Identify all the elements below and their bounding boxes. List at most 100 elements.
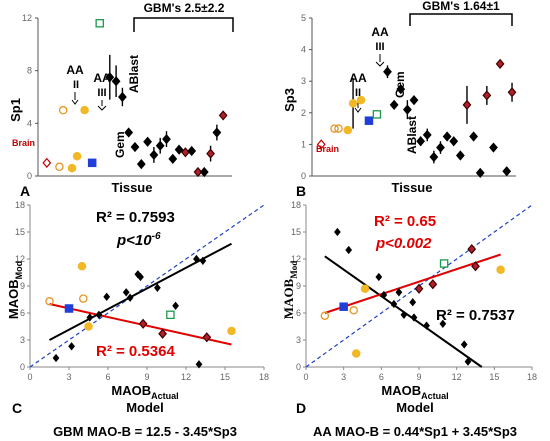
panel-c-x-label-2: Model — [126, 400, 164, 415]
panel-b-aa3-label: AA — [371, 25, 389, 39]
a-point — [58, 105, 68, 115]
panel-b-gbm-bracket — [409, 13, 513, 26]
a-point — [218, 110, 228, 121]
c-x-tick-label: 0 — [27, 372, 32, 382]
b-point — [383, 66, 392, 77]
d-point — [439, 319, 447, 328]
d-point — [471, 261, 480, 272]
d-point — [360, 284, 370, 293]
c-point — [166, 310, 175, 320]
b-point — [372, 110, 382, 119]
c-y-tick-label: 12 — [15, 254, 25, 264]
d-point — [380, 290, 388, 300]
panel-c-points — [45, 254, 236, 369]
c-y-tick-label: 0 — [20, 362, 25, 372]
b-point — [455, 150, 465, 161]
panel-d-y-label: MAOBMod — [281, 261, 299, 319]
d-point — [496, 265, 505, 275]
b-point — [469, 131, 479, 142]
panel-b-aa3-roman: III — [375, 41, 384, 53]
panel-d-x-label-2: Model — [396, 400, 434, 415]
d-fit-line-red — [324, 253, 501, 314]
c-x-tick-label: 18 — [259, 372, 269, 382]
panel-c-ticks: 0 3 6 9 12 15 18 0 3 6 9 12 15 18 — [15, 200, 269, 382]
panel-b-letter: B — [296, 183, 306, 199]
panel-a-letter: A — [20, 183, 30, 199]
a-point — [149, 149, 159, 161]
b-point — [348, 99, 358, 108]
panel-c-letter: C — [12, 400, 22, 416]
b-point — [396, 83, 406, 95]
c-point — [158, 328, 167, 339]
c-x-tick-label: 9 — [144, 372, 149, 382]
d-y-tick-label: 0 — [296, 362, 301, 372]
d-point — [390, 299, 398, 309]
c-point — [95, 310, 103, 319]
c-point — [172, 301, 179, 310]
b-y-tick-label: 5 — [301, 13, 306, 23]
d-point — [395, 288, 403, 297]
a-point — [193, 166, 203, 178]
a-point — [72, 151, 82, 161]
a-y-tick-label: 8 — [27, 66, 32, 76]
a-point — [187, 145, 197, 157]
panel-a-gbm-bracket — [133, 17, 234, 32]
d-point — [467, 243, 477, 255]
d-y-tick-label: 6 — [296, 308, 301, 318]
d-y-tick-label: 12 — [291, 254, 301, 264]
b-point — [330, 124, 339, 133]
b-point — [475, 167, 485, 178]
c-point — [202, 332, 212, 343]
b-y-tick-label: 0 — [301, 171, 306, 181]
d-y-tick-label: 9 — [296, 281, 301, 291]
panel-d-letter: D — [296, 400, 306, 416]
panel-d-x-label: MAOBActual — [381, 383, 448, 401]
b-point — [429, 151, 439, 163]
c-point — [86, 313, 94, 322]
panel-c-y-label: MAOBMod — [6, 261, 24, 319]
a-point — [105, 72, 115, 83]
panel-a-aa3-brace — [97, 100, 107, 111]
d-point — [428, 279, 438, 290]
b-point — [436, 142, 445, 153]
a-y-tick-label: 12 — [22, 13, 32, 23]
d-point — [351, 349, 361, 358]
b-point — [495, 58, 505, 69]
a-point — [212, 127, 222, 138]
panel-d-points — [320, 227, 505, 366]
b-y-tick-label: 3 — [301, 76, 306, 86]
c-point — [195, 360, 203, 369]
c-y-tick-label: 18 — [15, 200, 25, 210]
panel-a-y-label: Sp1 — [8, 98, 23, 122]
d-x-tick-label: 3 — [341, 372, 346, 382]
panel-b-brain-label: Brain — [316, 144, 339, 154]
a-point — [55, 162, 64, 172]
panel-b-x-label: Tissue — [392, 180, 433, 195]
b-point — [422, 129, 432, 141]
c-x-tick-label: 3 — [66, 372, 71, 382]
panel-c-p-black: p<10-6 — [116, 231, 161, 249]
panel-b-y-label: Sp3 — [282, 88, 297, 112]
b-point — [334, 124, 343, 133]
c-point — [227, 326, 236, 336]
d-x-tick-label: 12 — [452, 372, 462, 382]
d-point — [414, 283, 424, 294]
panel-a-aa3-roman: III — [97, 87, 106, 99]
c-point — [154, 283, 161, 292]
c-point — [199, 256, 207, 265]
panel-b-aa2-label: AA — [349, 71, 367, 85]
c-point — [137, 272, 144, 282]
panel-c-r2-black: R² = 0.7593 — [96, 209, 175, 226]
d-y-tick-label: 3 — [296, 335, 301, 345]
d-point — [375, 272, 383, 282]
b-point — [416, 136, 426, 147]
d-point — [349, 306, 358, 315]
panel-a-gbm-label: GBM's 2.5±2.2 — [144, 1, 225, 15]
a-point — [130, 141, 140, 153]
c-y-tick-label: 15 — [15, 227, 25, 237]
d-point — [423, 321, 430, 330]
c-point — [84, 322, 93, 331]
c-point — [79, 294, 88, 303]
panel-a-points — [42, 19, 228, 178]
